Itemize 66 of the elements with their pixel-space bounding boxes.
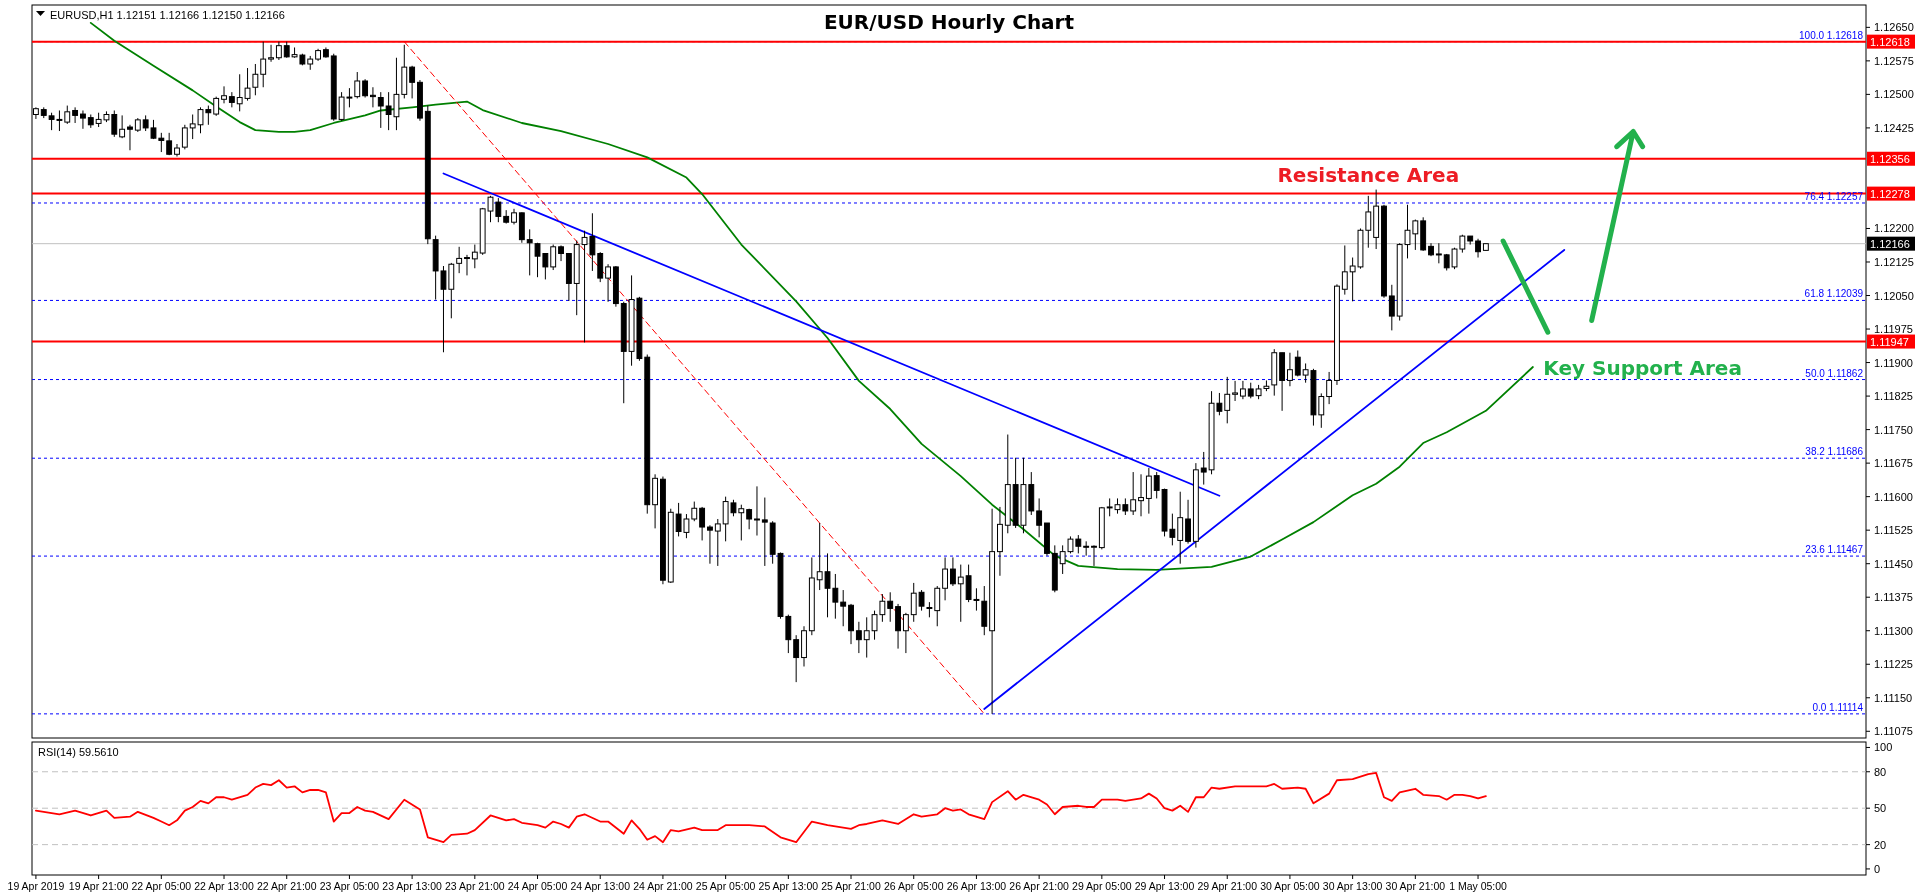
y-tick-label: 100 <box>1874 741 1893 754</box>
x-tick-label: 19 Apr 21:00 <box>68 880 129 892</box>
x-tick-label: 22 Apr 21:00 <box>256 880 317 892</box>
y-tick-label: 1.11450 <box>1874 557 1913 570</box>
y-tick-label: 1.12200 <box>1874 222 1914 235</box>
x-tick-label: 25 Apr 21:00 <box>821 880 881 892</box>
x-tick-label: 22 Apr 13:00 <box>194 880 254 892</box>
y-tick-label: 1.11975 <box>1874 323 1913 336</box>
ref-line-label: 0.0 1.11114 <box>1812 701 1864 713</box>
x-tick-label: 24 Apr 05:00 <box>507 880 568 892</box>
ref-line-label: 1.12356 <box>1870 152 1910 165</box>
chart-title: EUR/USD Hourly Chart <box>823 10 1075 34</box>
x-tick-label: 23 Apr 13:00 <box>382 880 443 892</box>
y-tick-label: 1.12650 <box>1874 21 1914 34</box>
y-tick-label: 1.11825 <box>1874 390 1913 403</box>
y-tick-label: 20 <box>1874 838 1887 851</box>
y-tick-label: 1.11225 <box>1874 658 1913 671</box>
x-tick-label: 25 Apr 05:00 <box>695 880 756 892</box>
y-tick-label: 1.11600 <box>1874 490 1913 503</box>
x-tick-label: 26 Apr 21:00 <box>1009 880 1070 892</box>
x-tick-label: 29 Apr 13:00 <box>1134 880 1195 892</box>
chart-title: RSI(14) 59.5610 <box>38 746 119 758</box>
y-tick-label: 1.11525 <box>1874 524 1913 537</box>
ref-line-label: 1.12278 <box>1870 187 1910 200</box>
y-tick-label: 1.11075 <box>1874 725 1913 738</box>
x-tick-label: 30 Apr 21:00 <box>1385 880 1446 892</box>
ref-line-label: 100.0 1.12618 <box>1799 29 1864 41</box>
y-tick-label: 1.11375 <box>1874 591 1913 604</box>
y-tick-label: 1.12050 <box>1874 289 1914 302</box>
ref-line-label: 23.6 1.11467 <box>1805 544 1864 556</box>
y-tick-label: 1.11150 <box>1874 691 1913 704</box>
ref-line-label: 1.12166 <box>1870 237 1910 250</box>
ref-line-label: 1.12618 <box>1870 35 1910 48</box>
y-tick-label: 80 <box>1874 765 1887 778</box>
x-tick-label: 19 Apr 2019 <box>7 880 65 892</box>
x-tick-label: 29 Apr 05:00 <box>1072 880 1132 892</box>
x-tick-label: 26 Apr 05:00 <box>883 880 944 892</box>
y-tick-label: 1.12575 <box>1874 54 1914 67</box>
y-tick-label: 1.12425 <box>1874 121 1914 134</box>
y-tick-label: 1.11675 <box>1874 457 1913 470</box>
y-tick-label: 1.11750 <box>1874 423 1913 436</box>
x-tick-label: 30 Apr 13:00 <box>1322 880 1383 892</box>
annotation: Resistance Area <box>1277 162 1460 187</box>
x-tick-label: 22 Apr 05:00 <box>131 880 192 892</box>
x-tick-label: 24 Apr 13:00 <box>570 880 631 892</box>
ref-line-label: 1.11947 <box>1870 335 1909 348</box>
x-tick-label: 25 Apr 13:00 <box>758 880 819 892</box>
y-tick-label: 1.12500 <box>1874 88 1914 101</box>
x-tick-label: 23 Apr 21:00 <box>445 880 505 892</box>
x-tick-label: 30 Apr 05:00 <box>1260 880 1320 892</box>
y-tick-label: 50 <box>1874 802 1887 815</box>
x-tick-label: 1 May 05:00 <box>1449 880 1508 892</box>
y-tick-label: 1.11300 <box>1874 624 1913 637</box>
ref-line-label: 38.2 1.11686 <box>1805 446 1864 458</box>
y-tick-label: 1.11900 <box>1874 356 1913 369</box>
x-tick-label: 26 Apr 13:00 <box>946 880 1007 892</box>
ref-line-label: 76.4 1.12257 <box>1804 191 1864 202</box>
ref-line-label: 50.0 1.11862 <box>1805 367 1864 379</box>
x-tick-label: 29 Apr 21:00 <box>1197 880 1258 892</box>
x-tick-label: 24 Apr 21:00 <box>633 880 693 892</box>
annotation: Key Support Area <box>1543 355 1742 380</box>
x-tick-label: 23 Apr 05:00 <box>319 880 380 892</box>
y-tick-label: 1.12125 <box>1874 256 1914 268</box>
ref-line-label: 61.8 1.12039 <box>1804 288 1864 300</box>
chart-subtitle: EURUSD,H1 1.12151 1.12166 1.12150 1.12166 <box>50 9 285 21</box>
y-tick-label: 0 <box>1874 862 1881 875</box>
